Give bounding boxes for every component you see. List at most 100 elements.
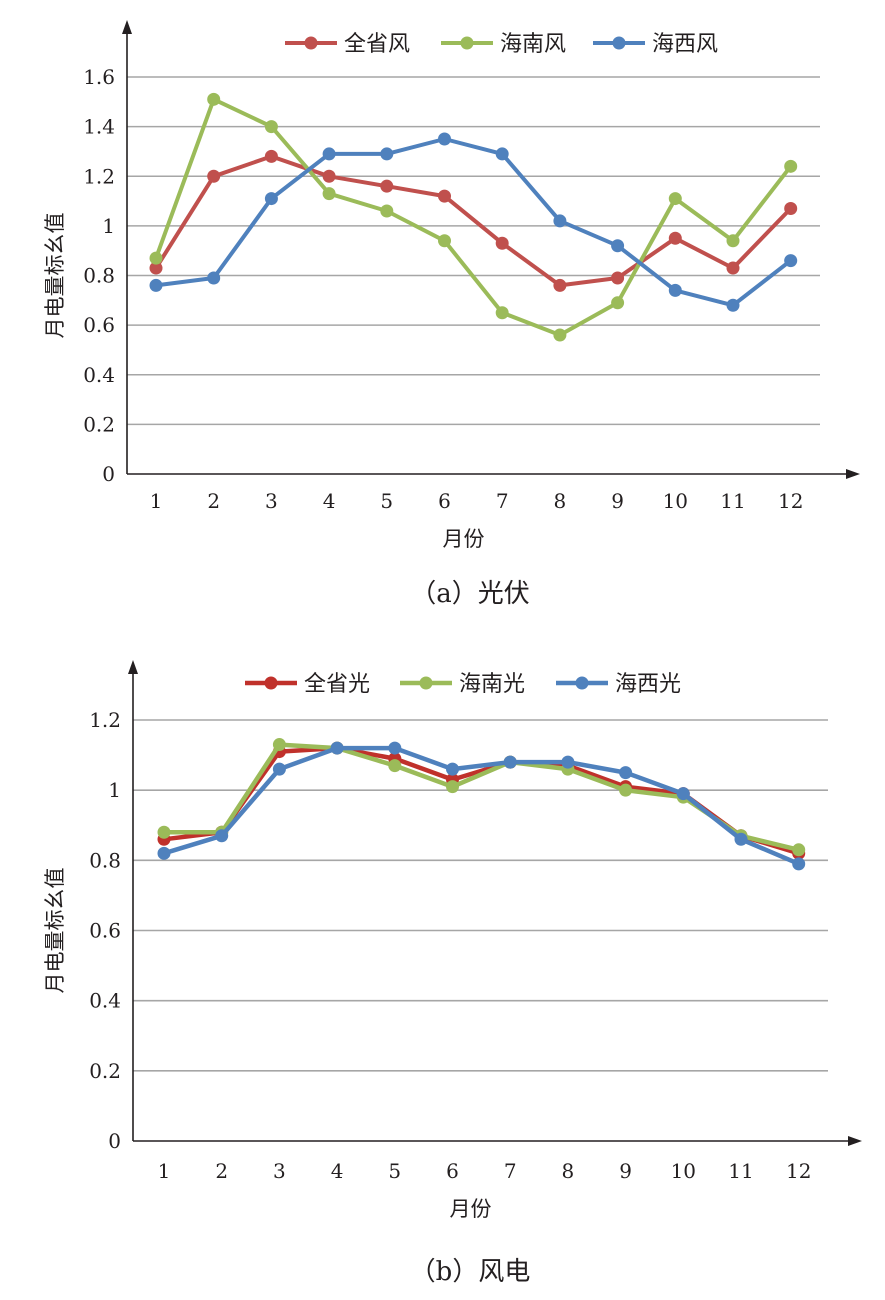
- data-point: [676, 787, 690, 801]
- data-point: [272, 762, 286, 776]
- y-axis-title: 月电量标幺值: [43, 213, 67, 339]
- data-point: [561, 755, 575, 769]
- x-tick-label: 4: [331, 1159, 344, 1183]
- data-point: [726, 261, 740, 275]
- y-tick-label: 1.2: [89, 708, 121, 732]
- data-point: [322, 147, 336, 161]
- legend-label: 海西风: [652, 32, 718, 57]
- x-tick-label: 7: [496, 489, 509, 513]
- y-tick-label: 1: [102, 214, 115, 238]
- data-point: [503, 755, 517, 769]
- legend-swatch-marker: [460, 36, 474, 50]
- data-point: [668, 231, 682, 245]
- y-tick-label: 0.2: [83, 412, 115, 436]
- data-point: [207, 92, 221, 106]
- legend-swatch-marker: [419, 676, 433, 690]
- data-point: [438, 234, 451, 248]
- chart-b: 00.20.40.60.811.21 2 3 4 5 6 7 8 9 10 11 12月份月电量标幺值…: [43, 660, 862, 1287]
- legend-label: 海南光: [459, 672, 525, 697]
- data-point: [726, 234, 740, 248]
- chart-caption: （a）光伏: [410, 579, 530, 609]
- data-point: [611, 239, 625, 253]
- x-tick-label: 10: [671, 1159, 696, 1183]
- data-point: [380, 179, 394, 193]
- data-point: [264, 120, 278, 134]
- x-tick-label: 1: [150, 489, 163, 513]
- chart-caption: （b）风电: [410, 1257, 531, 1287]
- legend-label: 海西光: [615, 672, 681, 697]
- data-point: [149, 251, 163, 265]
- series-line-2: [154, 97, 793, 337]
- x-axis-title: 月份: [443, 527, 485, 551]
- x-tick-label: 12: [786, 1159, 811, 1183]
- y-tick-label: 0.6: [89, 919, 121, 943]
- data-point: [784, 254, 798, 268]
- x-tick-label: 5: [380, 489, 393, 513]
- x-tick-label: 3: [265, 489, 278, 513]
- data-point: [619, 766, 633, 780]
- data-point: [149, 278, 163, 292]
- x-axis-arrow-icon: [846, 469, 860, 479]
- y-tick-label: 0: [108, 1129, 121, 1153]
- data-point: [157, 825, 171, 839]
- x-tick-label: 3: [273, 1159, 286, 1183]
- data-point: [553, 214, 567, 228]
- data-point: [784, 159, 798, 173]
- data-point: [157, 846, 171, 860]
- data-point: [792, 857, 806, 871]
- legend-swatch-marker: [612, 36, 626, 50]
- y-tick-label: 0.4: [89, 989, 121, 1013]
- legend-swatch-marker: [575, 676, 589, 690]
- data-point: [495, 147, 509, 161]
- x-tick-label: 2: [207, 489, 220, 513]
- x-tick-label: 7: [504, 1159, 517, 1183]
- legend-label: 海南风: [500, 32, 566, 57]
- data-point: [446, 780, 459, 794]
- data-point: [388, 741, 402, 755]
- y-axis-arrow-icon: [128, 660, 138, 674]
- y-tick-label: 1.2: [83, 164, 115, 188]
- x-tick-label: 9: [611, 489, 624, 513]
- x-axis-arrow-icon: [848, 1136, 862, 1146]
- data-point: [380, 204, 394, 218]
- data-point: [322, 169, 336, 183]
- x-tick-label: 6: [438, 489, 451, 513]
- data-point: [149, 261, 163, 275]
- legend-swatch-marker: [304, 36, 318, 50]
- y-tick-label: 0.8: [89, 848, 121, 872]
- y-tick-label: 0.2: [89, 1059, 121, 1083]
- data-point: [330, 741, 344, 755]
- data-point: [446, 762, 459, 776]
- x-tick-label: 8: [562, 1159, 575, 1183]
- y-tick-label: 0.4: [83, 363, 115, 387]
- x-tick-label: 1: [158, 1159, 171, 1183]
- data-point: [668, 283, 682, 297]
- x-tick-label: 11: [720, 489, 745, 513]
- series-line-3: [161, 745, 801, 867]
- legend-label: 全省光: [304, 672, 370, 697]
- y-tick-label: 1.4: [83, 115, 115, 139]
- x-tick-label: 2: [215, 1159, 228, 1183]
- chart-a: 00.20.40.60.811.21.41.61 2 3 4 5 6 7 8 9 10 11 12月份…: [43, 20, 860, 609]
- data-point: [264, 149, 278, 163]
- y-axis-arrow-icon: [122, 20, 132, 34]
- y-tick-label: 1.6: [83, 65, 115, 89]
- data-point: [322, 187, 336, 201]
- series-line-3: [154, 137, 793, 308]
- x-tick-label: 6: [446, 1159, 459, 1183]
- series-line-2: [161, 742, 801, 853]
- x-tick-label: 8: [554, 489, 567, 513]
- data-point: [207, 271, 221, 285]
- y-axis-title: 月电量标幺值: [43, 868, 67, 994]
- data-point: [619, 783, 633, 797]
- x-tick-label: 10: [663, 489, 688, 513]
- x-tick-label: 5: [388, 1159, 401, 1183]
- series-line-1: [154, 154, 793, 288]
- data-point: [495, 306, 509, 320]
- x-tick-label: 12: [778, 489, 803, 513]
- data-point: [792, 843, 806, 857]
- data-point: [264, 192, 278, 206]
- data-point: [388, 759, 402, 773]
- data-point: [207, 169, 221, 183]
- data-point: [380, 147, 394, 161]
